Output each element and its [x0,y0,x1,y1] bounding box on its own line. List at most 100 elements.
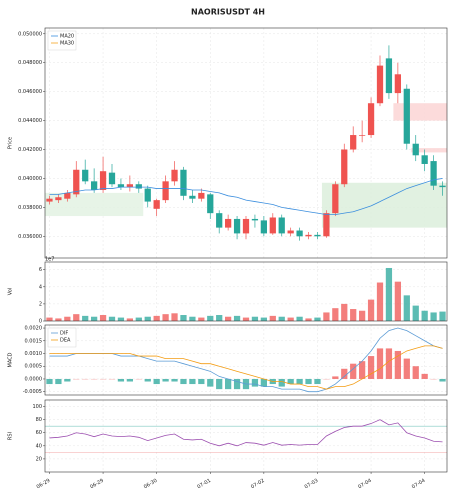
volume-bar [314,317,321,321]
volume-bar [251,316,259,321]
volume-bar [367,299,375,321]
zone [411,148,447,153]
line-series [49,178,443,215]
macd-bar [341,368,348,379]
candle-body [385,58,393,94]
y-tick-label: 0.0020 [25,326,43,332]
candle-body [421,155,428,164]
candle-body [73,169,80,195]
candle-body [55,197,62,201]
y-axis-label: Vol [8,288,14,295]
candle-body [126,184,133,188]
y-tick-label: 100 [32,404,42,410]
x-tick-label: 07-03 [304,478,320,490]
macd-bar [359,361,366,379]
y-axis-label: Price [8,137,14,149]
y-tick-label: 0.036000 [18,234,42,240]
macd-bar [421,373,428,379]
candle-body [108,172,116,185]
y-tick-label: 0.038000 [18,205,42,211]
volume-bar [162,314,169,321]
zone [45,192,144,217]
macd-bar [180,378,187,385]
macd-bar [46,378,53,385]
candle-body [251,218,259,221]
x-tick-label: 07-04 [357,478,373,490]
candle-body [394,74,401,94]
volume-bar [242,317,250,321]
volume-bar [376,282,384,321]
volume-bar [233,315,241,321]
macd-bar [350,363,357,379]
volume-bar [108,316,116,321]
volume-bar [278,316,285,321]
x-tick-label: 06-30 [143,478,159,490]
macd-bar [153,378,160,385]
macd-bar [412,366,419,379]
y-tick-label: 0.0005 [25,364,43,370]
macd-bar [260,378,267,387]
volume-bar [135,317,142,321]
candle-body [242,218,250,234]
panel-frame [44,324,448,396]
volume-bar [82,315,89,321]
candle-body [216,213,223,228]
macd-bar [216,378,223,390]
y-tick-label: 40 [36,443,42,449]
volume-bar [296,316,303,321]
macd-bar [394,350,401,379]
x-tick-label: 06-29 [89,478,105,490]
volume-bar [350,309,357,321]
y-tick-label: 0.0015 [25,338,43,344]
volume-bar [305,318,312,321]
macd-bar [198,378,205,385]
volume-bar [64,316,71,321]
candle-body [403,88,410,144]
legend-label: MA20 [60,34,74,40]
volume-bar [171,313,178,321]
volume-bar [394,281,401,321]
panel-frame [44,399,448,473]
candle-body [180,169,187,196]
macd-bar [376,348,384,379]
candle-body [350,135,357,150]
volume-bar [99,315,107,321]
candle-body [46,198,53,202]
candle-body [207,194,214,214]
x-tick-label: 06-29 [36,478,52,490]
macd-bar [207,378,214,387]
volume-bar [359,310,366,321]
volume-bar [189,316,196,321]
line-series [49,419,443,447]
zone [321,182,447,228]
volume-bar [412,305,419,321]
volume-bar [55,318,62,321]
candle-body [341,149,348,185]
macd-bar [278,378,285,387]
macd-bar [439,378,446,382]
macd-bar [287,378,294,385]
candle-body [144,188,151,202]
macd-bar [171,378,178,382]
macd-bar [367,356,375,379]
x-tick-label: 07-04 [411,478,427,490]
candle-body [332,184,339,214]
macd-bar [314,378,321,385]
y-tick-label: 4 [39,284,42,290]
volume-bar [421,310,428,321]
candle-body [376,65,384,104]
y-tick-label: 0.048000 [18,60,42,66]
candle-body [278,217,285,234]
macd-bar [296,378,303,385]
candle-body [296,230,303,237]
legend-label: MA30 [60,41,74,47]
y-tick-label: 0.044000 [18,118,42,124]
macd-bar [385,348,393,379]
macd-bar [162,378,169,382]
candle-body [198,192,205,199]
volume-bar [439,311,446,321]
candle-body [82,169,89,182]
y-tick-label: 60 [36,430,42,436]
candle-body [260,220,267,234]
volume-bar [126,318,133,321]
